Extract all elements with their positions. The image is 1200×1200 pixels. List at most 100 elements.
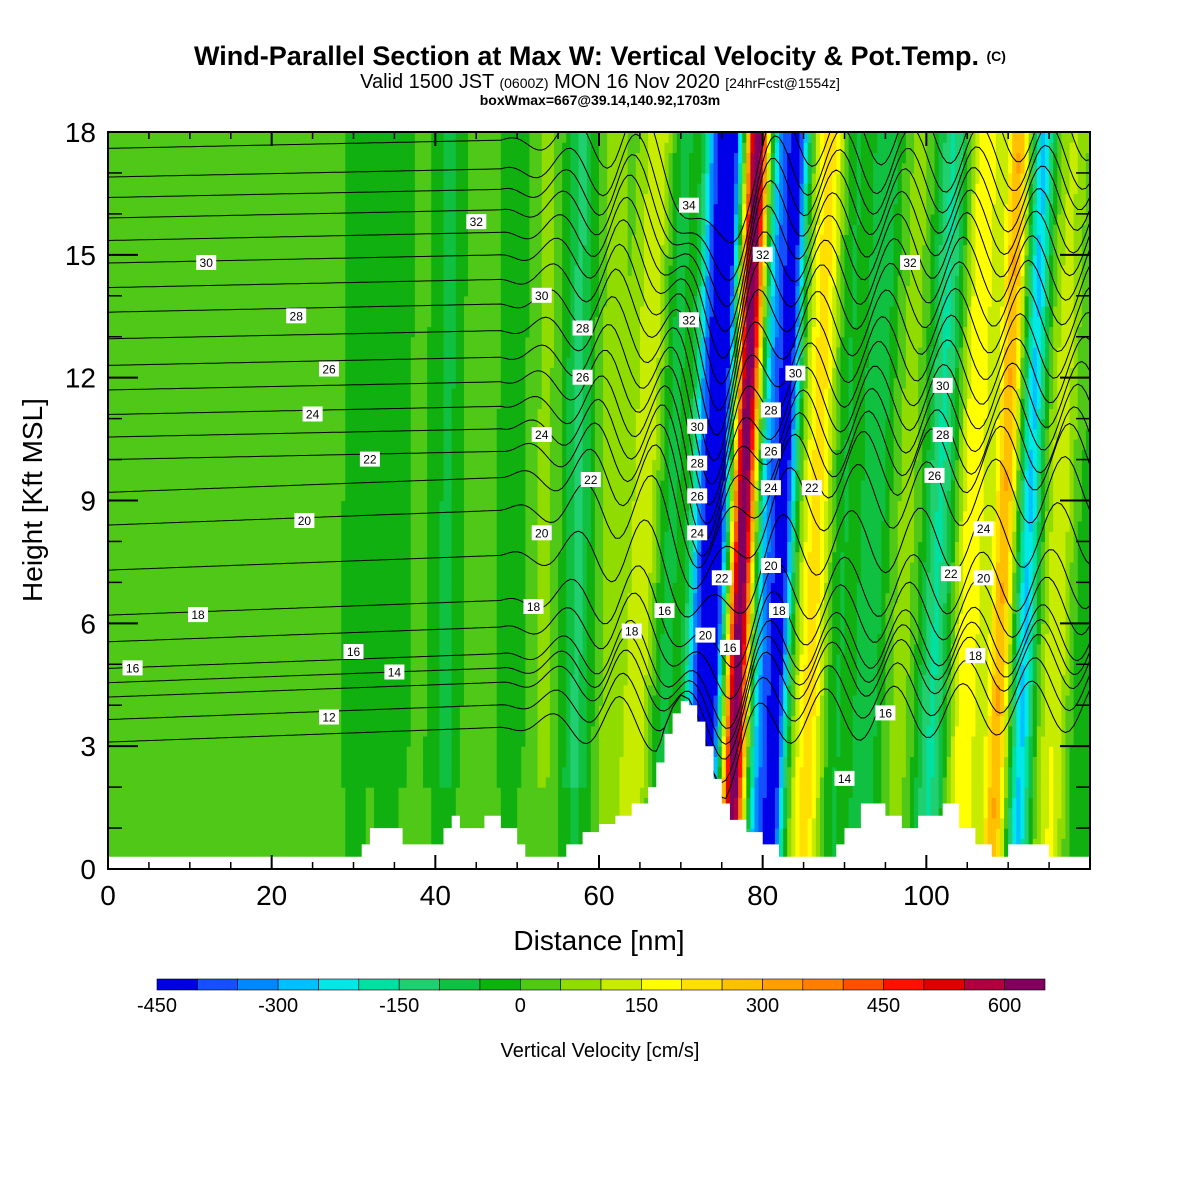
velocity-cell bbox=[308, 848, 314, 860]
velocity-cell bbox=[144, 500, 150, 512]
velocity-cell bbox=[255, 244, 260, 256]
velocity-cell bbox=[189, 336, 195, 348]
velocity-cell bbox=[308, 387, 314, 399]
velocity-cell bbox=[222, 316, 228, 328]
velocity-cell bbox=[140, 776, 146, 788]
velocity-cell bbox=[357, 132, 363, 143]
velocity-cell bbox=[373, 387, 379, 399]
velocity-cell bbox=[312, 459, 318, 471]
velocity-cell bbox=[349, 838, 355, 850]
velocity-cell bbox=[333, 746, 338, 758]
velocity-cell bbox=[369, 469, 375, 481]
velocity-cell bbox=[177, 725, 183, 737]
velocity-cell bbox=[136, 520, 142, 532]
velocity-cell bbox=[324, 428, 330, 440]
velocity-cell bbox=[267, 694, 273, 706]
velocity-cell bbox=[345, 746, 351, 758]
velocity-cell bbox=[373, 224, 379, 235]
velocity-cell bbox=[161, 316, 166, 328]
velocity-cell bbox=[357, 654, 363, 665]
velocity-cell bbox=[390, 787, 396, 798]
velocity-cell bbox=[357, 848, 363, 860]
velocity-cell bbox=[193, 172, 199, 184]
velocity-cell bbox=[386, 705, 391, 717]
velocity-cell bbox=[337, 142, 342, 154]
velocity-cell bbox=[112, 469, 117, 481]
velocity-cell bbox=[108, 408, 113, 420]
velocity-cell bbox=[161, 193, 166, 205]
velocity-cell bbox=[255, 828, 260, 839]
velocity-cell bbox=[193, 756, 199, 768]
velocity-cell bbox=[263, 828, 269, 839]
velocity-cell bbox=[288, 275, 293, 287]
velocity-cell bbox=[365, 367, 371, 379]
velocity-cell bbox=[365, 654, 371, 665]
velocity-cell bbox=[357, 367, 363, 379]
velocity-cell bbox=[165, 582, 170, 594]
velocity-cell bbox=[312, 746, 318, 758]
velocity-cell bbox=[177, 398, 183, 409]
velocity-cell bbox=[157, 735, 162, 747]
velocity-cell bbox=[267, 561, 273, 573]
velocity-cell bbox=[378, 244, 383, 256]
velocity-cell bbox=[251, 162, 256, 174]
velocity-cell bbox=[136, 244, 142, 256]
velocity-cell bbox=[308, 265, 314, 276]
velocity-cell bbox=[218, 244, 224, 256]
velocity-cell bbox=[173, 346, 179, 358]
velocity-cell bbox=[165, 387, 170, 399]
velocity-cell bbox=[165, 551, 170, 563]
velocity-cell bbox=[337, 551, 342, 563]
velocity-cell bbox=[148, 510, 154, 522]
velocity-cell bbox=[193, 449, 199, 461]
velocity-cell bbox=[222, 531, 228, 543]
velocity-cell bbox=[259, 674, 265, 686]
velocity-cell bbox=[308, 735, 314, 747]
velocity-cell bbox=[312, 234, 318, 246]
velocity-cell bbox=[279, 561, 285, 573]
velocity-cell bbox=[214, 705, 220, 717]
velocity-cell bbox=[140, 398, 146, 409]
velocity-cell bbox=[361, 418, 367, 430]
velocity-cell bbox=[153, 449, 158, 461]
velocity-cell bbox=[153, 459, 158, 471]
velocity-cell bbox=[263, 613, 269, 624]
velocity-cell bbox=[234, 613, 240, 624]
velocity-cell bbox=[263, 398, 269, 409]
velocity-cell bbox=[349, 684, 355, 696]
velocity-cell bbox=[337, 172, 342, 184]
velocity-cell bbox=[173, 787, 179, 798]
velocity-cell bbox=[333, 469, 338, 481]
velocity-cell bbox=[198, 306, 203, 317]
velocity-cell bbox=[312, 613, 318, 624]
velocity-cell bbox=[271, 664, 277, 676]
velocity-cell bbox=[214, 766, 220, 778]
velocity-cell bbox=[153, 285, 158, 297]
velocity-cell bbox=[189, 306, 195, 317]
velocity-cell bbox=[140, 838, 146, 850]
velocity-cell bbox=[292, 213, 297, 225]
velocity-cell bbox=[157, 807, 162, 819]
velocity-cell bbox=[308, 183, 314, 195]
velocity-cell bbox=[214, 551, 220, 563]
velocity-cell bbox=[345, 439, 351, 450]
velocity-cell bbox=[386, 684, 391, 696]
velocity-cell bbox=[386, 357, 391, 369]
velocity-cell bbox=[275, 838, 281, 850]
velocity-cell bbox=[247, 715, 252, 727]
velocity-cell bbox=[357, 316, 363, 328]
velocity-cell bbox=[365, 715, 371, 727]
velocity-cell bbox=[153, 654, 158, 665]
velocity-cell bbox=[365, 807, 371, 819]
velocity-cell bbox=[198, 265, 203, 276]
velocity-cell bbox=[373, 346, 379, 358]
velocity-cell bbox=[218, 592, 224, 604]
velocity-cell bbox=[161, 285, 166, 297]
velocity-cell bbox=[255, 336, 260, 348]
velocity-cell bbox=[304, 735, 310, 747]
velocity-cell bbox=[259, 561, 265, 573]
velocity-cell bbox=[279, 449, 285, 461]
velocity-cell bbox=[333, 735, 338, 747]
velocity-cell bbox=[247, 787, 252, 798]
velocity-cell bbox=[161, 346, 166, 358]
